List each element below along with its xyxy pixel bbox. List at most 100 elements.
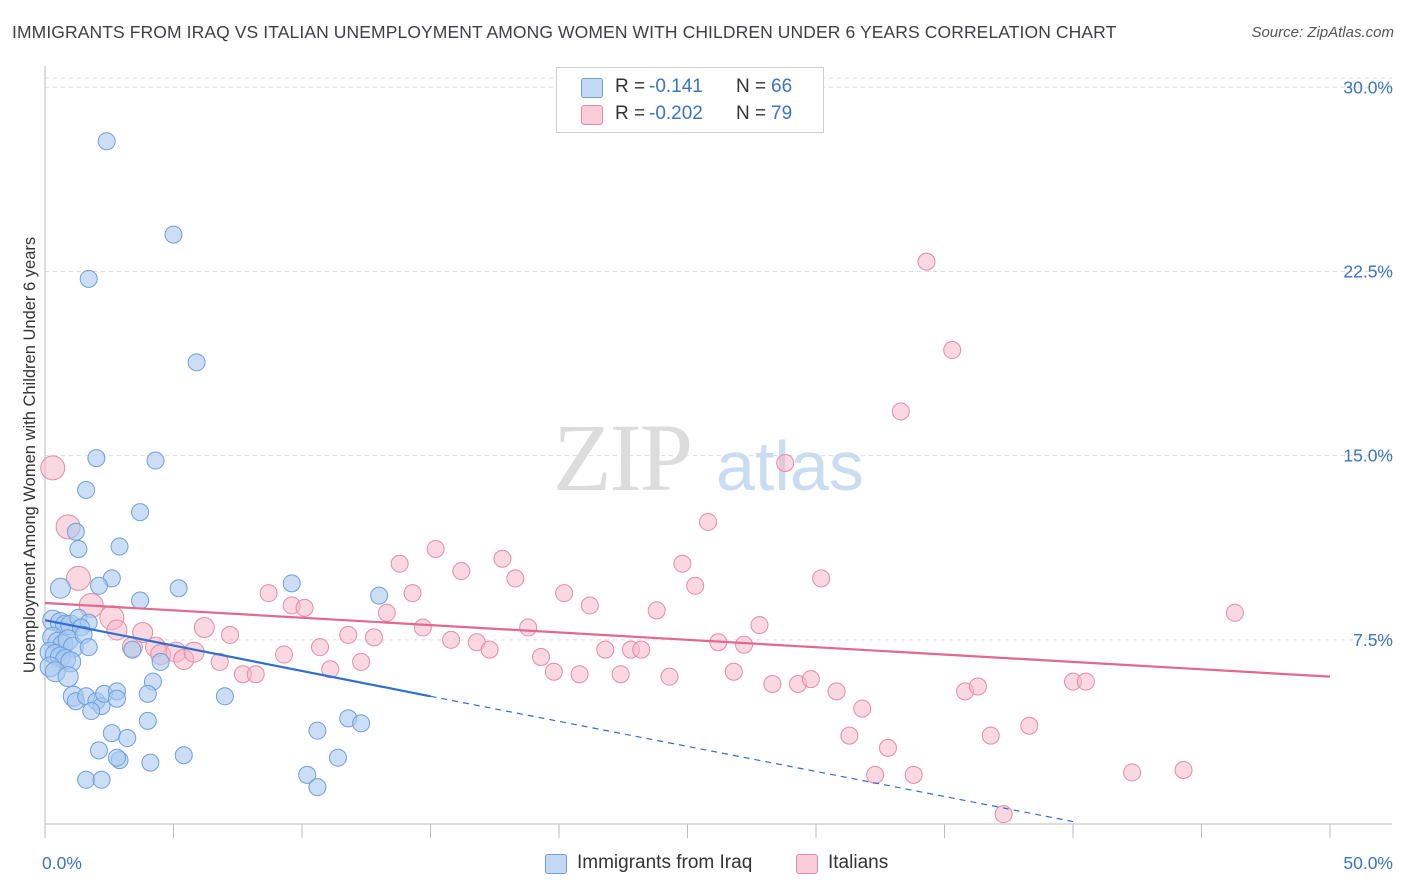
point-italians xyxy=(426,539,445,558)
point-italians xyxy=(994,805,1013,824)
point-italians xyxy=(310,638,329,657)
point-italians xyxy=(442,630,461,649)
point-iraq xyxy=(164,225,183,244)
legend-n-value-iraq: 66 xyxy=(771,76,793,97)
point-italians xyxy=(352,652,371,671)
point-iraq xyxy=(77,481,96,500)
point-italians xyxy=(544,662,563,681)
point-iraq xyxy=(107,748,126,767)
point-italians xyxy=(776,454,795,473)
point-italians xyxy=(275,645,294,664)
point-iraq xyxy=(141,753,160,772)
point-italians xyxy=(1225,603,1244,622)
point-iraq xyxy=(131,591,150,610)
trend-line-iraq-extension xyxy=(430,695,1074,823)
source-credit: Source: ZipAtlas.com xyxy=(1251,24,1394,41)
point-iraq xyxy=(187,353,206,372)
legend-n-label: N = xyxy=(736,103,767,124)
series-iraq xyxy=(39,132,389,797)
point-italians xyxy=(377,603,396,622)
point-italians xyxy=(943,341,962,360)
point-italians xyxy=(686,576,705,595)
point-italians xyxy=(660,667,679,686)
point-iraq xyxy=(49,577,71,599)
point-italians xyxy=(364,628,383,647)
point-italians xyxy=(221,625,240,644)
x-tick-label: 0.0% xyxy=(42,853,82,873)
y-tick-labels: 7.5% 15.0% 22.5% 30.0% xyxy=(1343,77,1393,650)
point-italians xyxy=(673,554,692,573)
point-italians xyxy=(390,554,409,573)
point-iraq xyxy=(79,269,98,288)
y-tick-label: 7.5% xyxy=(1353,630,1393,650)
point-italians xyxy=(827,682,846,701)
bottom-legend-swatch-iraq xyxy=(545,854,567,874)
point-italians xyxy=(801,670,820,689)
point-iraq xyxy=(169,579,188,598)
bottom-legend-label-iraq: Immigrants from Iraq xyxy=(577,852,753,873)
x-tick-label: 50.0% xyxy=(1343,853,1393,873)
point-italians xyxy=(555,584,574,603)
legend-r-label: R = xyxy=(615,76,646,97)
point-iraq xyxy=(138,684,157,703)
point-iraq xyxy=(97,132,116,151)
point-italians xyxy=(968,677,987,696)
point-italians xyxy=(210,652,229,671)
point-italians xyxy=(904,765,923,784)
point-italians xyxy=(1174,760,1193,779)
chart-title: IMMIGRANTS FROM IRAQ VS ITALIAN UNEMPLOY… xyxy=(12,22,1117,42)
point-italians xyxy=(1123,763,1142,782)
point-iraq xyxy=(298,765,317,784)
legend-swatch-italians xyxy=(581,105,603,125)
point-italians xyxy=(259,584,278,603)
axes xyxy=(44,66,1392,838)
bottom-legend-swatch-italians xyxy=(796,854,818,874)
legend-swatch-iraq xyxy=(581,78,603,98)
point-iraq xyxy=(69,539,88,558)
point-iraq xyxy=(215,687,234,706)
point-iraq xyxy=(118,729,137,748)
point-italians xyxy=(40,455,66,481)
point-italians xyxy=(519,618,538,637)
point-italians xyxy=(480,640,499,659)
point-italians xyxy=(878,738,897,757)
watermark-zip: ZIP xyxy=(553,404,691,511)
point-italians xyxy=(812,569,831,588)
watermark: ZIP atlas xyxy=(553,404,864,511)
y-tick-label: 22.5% xyxy=(1343,261,1393,281)
series-italians xyxy=(40,252,1244,824)
point-italians xyxy=(611,665,630,684)
point-italians xyxy=(493,549,512,568)
point-iraq xyxy=(151,652,170,671)
point-italians xyxy=(917,252,936,271)
point-italians xyxy=(580,596,599,615)
point-iraq xyxy=(110,537,129,556)
y-tick-label: 15.0% xyxy=(1343,446,1393,466)
point-iraq xyxy=(146,451,165,470)
legend-r-value-iraq: -0.141 xyxy=(649,76,703,97)
point-italians xyxy=(193,617,215,639)
point-iraq xyxy=(77,770,96,789)
point-italians xyxy=(866,765,885,784)
point-iraq xyxy=(308,778,327,797)
point-italians xyxy=(840,726,859,745)
point-italians xyxy=(403,584,422,603)
point-italians xyxy=(1020,716,1039,735)
point-iraq xyxy=(66,522,85,541)
point-italians xyxy=(724,662,743,681)
point-italians xyxy=(295,598,314,617)
y-tick-label: 30.0% xyxy=(1343,77,1393,97)
legend-r-value-italians: -0.202 xyxy=(649,103,703,124)
point-iraq xyxy=(308,721,327,740)
point-iraq xyxy=(370,586,389,605)
point-iraq xyxy=(92,770,111,789)
point-italians xyxy=(532,648,551,667)
point-italians xyxy=(1076,672,1095,691)
point-iraq xyxy=(131,503,150,522)
point-iraq xyxy=(57,666,79,688)
legend-n-label: N = xyxy=(736,76,767,97)
grid-lines xyxy=(45,77,1392,641)
point-italians xyxy=(632,640,651,659)
x-tick-labels: 0.0% 50.0% xyxy=(42,853,1393,873)
point-iraq xyxy=(82,702,101,721)
